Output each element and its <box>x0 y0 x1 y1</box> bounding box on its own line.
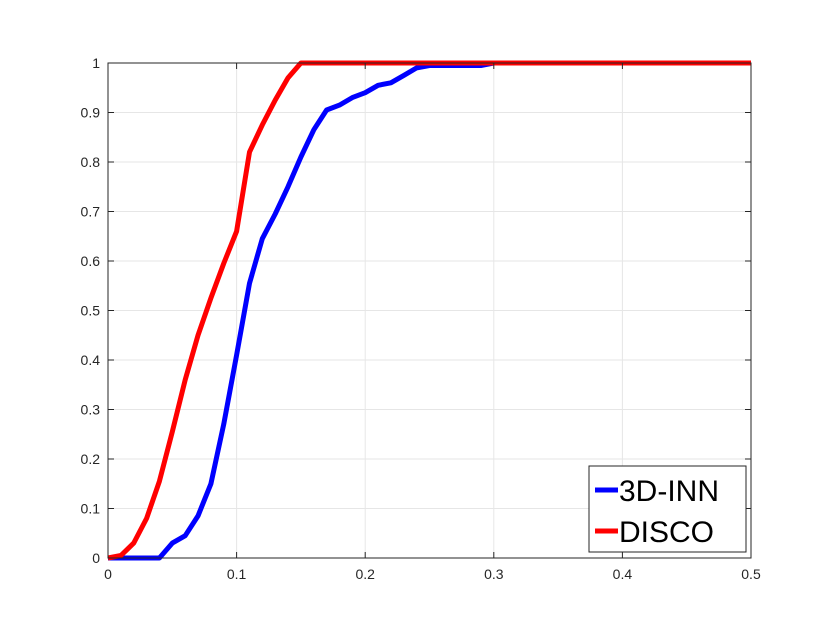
y-tick-label: 0.7 <box>81 204 101 220</box>
series-line-disco <box>107 60 751 561</box>
y-axis-ticks: 0 0.1 0.2 0.3 0.4 0.5 0.6 0.7 0.8 0.9 1 <box>81 55 751 566</box>
y-tick-label: 0.6 <box>81 253 101 269</box>
x-axis-ticks: 0 0.1 0.2 0.3 0.4 0.5 <box>104 63 761 582</box>
x-tick-label: 0.1 <box>227 566 247 582</box>
y-tick-label: 0.1 <box>81 501 101 517</box>
series-lines <box>107 60 751 561</box>
y-tick-label: 1 <box>92 55 100 71</box>
y-tick-label: 0.3 <box>81 402 101 418</box>
y-tick-label: 0.8 <box>81 154 101 170</box>
legend: 3D-INN DISCO <box>588 465 747 553</box>
x-tick-label: 0 <box>104 566 112 582</box>
legend-box <box>588 465 747 553</box>
x-tick-label: 0.2 <box>355 566 375 582</box>
y-tick-label: 0.4 <box>81 352 101 368</box>
x-tick-label: 0.4 <box>613 566 633 582</box>
x-tick-label: 0.3 <box>484 566 504 582</box>
y-tick-label: 0.2 <box>81 451 101 467</box>
x-tick-label: 0.5 <box>741 566 761 582</box>
legend-label-3d-inn: 3D-INN <box>619 475 719 508</box>
y-tick-label: 0.5 <box>81 303 101 319</box>
legend-label-disco: DISCO <box>619 516 714 549</box>
y-tick-label: 0.9 <box>81 105 101 121</box>
y-tick-label: 0 <box>92 550 100 566</box>
